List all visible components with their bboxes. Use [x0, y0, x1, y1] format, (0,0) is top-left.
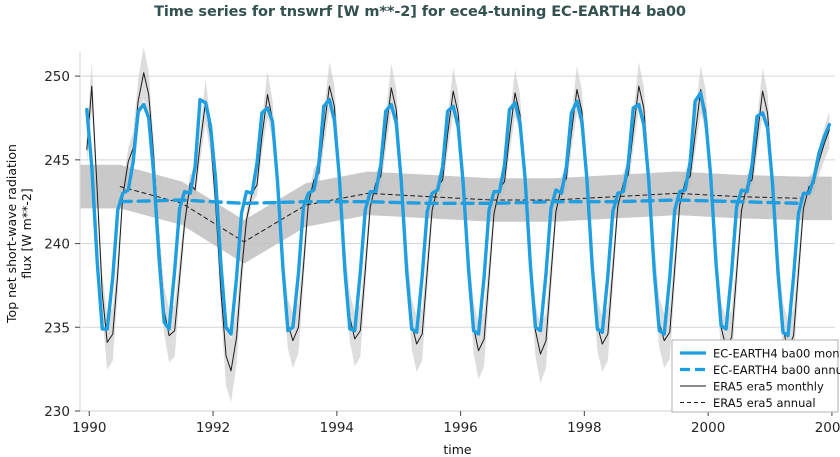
y-tick-label: 250: [44, 69, 70, 85]
y-tick-label: 245: [44, 153, 70, 169]
y-tick-label: 240: [44, 237, 70, 253]
x-tick-label: 1996: [443, 420, 477, 436]
y-axis-title-line1: Top net short-wave radiation: [4, 144, 19, 324]
page-title: Time series for tnswrf [W m**-2] for ece…: [154, 4, 686, 20]
era5-annual-uncertainty-band: [80, 164, 832, 264]
series-era5-annual: [119, 186, 802, 243]
series-model-annual: [118, 198, 803, 206]
x-axis-title: time: [443, 442, 472, 457]
y-tick-label: 230: [44, 404, 70, 420]
x-tick-label: 1998: [567, 420, 601, 436]
legend-label-2: ERA5 era5 monthly: [713, 380, 824, 394]
legend-label-0: EC-EARTH4 ba00 monthly: [713, 347, 840, 361]
y-tick-label: 235: [44, 320, 70, 336]
legend-label-1: EC-EARTH4 ba00 annual: [713, 363, 840, 377]
x-tick-label: 1992: [196, 420, 230, 436]
x-tick-label: 1994: [320, 420, 354, 436]
series-model-monthly: [85, 91, 832, 338]
legend[interactable]: EC-EARTH4 ba00 monthly EC-EARTH4 ba00 ann…: [671, 339, 840, 413]
y-axis-title-line2: flux [W m**-2]: [19, 188, 34, 278]
x-tick-label: 2000: [691, 420, 725, 436]
x-tick-label: 1990: [72, 420, 106, 436]
legend-label-3: ERA5 era5 annual: [713, 396, 816, 410]
y-axis-title: Top net short-wave radiation flux [W m**-…: [4, 144, 34, 324]
